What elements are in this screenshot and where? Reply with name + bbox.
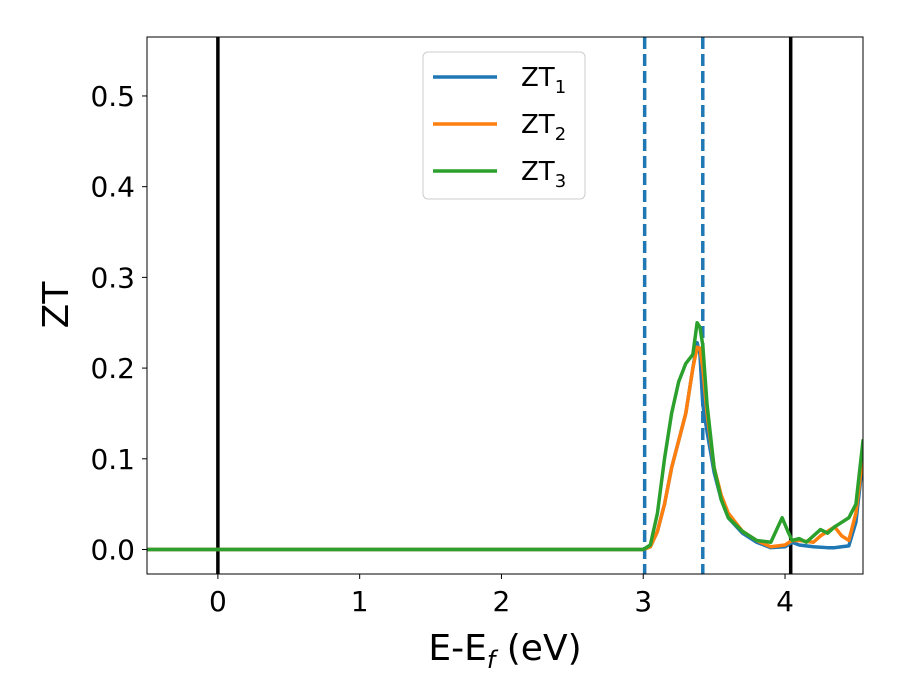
vertical-reference-lines — [216, 37, 793, 574]
series-lines — [147, 320, 863, 552]
chart-legend: ZT1 ZT2 ZT3 — [422, 51, 586, 200]
legend-frame — [422, 51, 586, 200]
legend-label-zt1: ZT1 — [521, 63, 566, 98]
y-axis-title: ZT — [36, 281, 77, 329]
y-tick-label: 0.2 — [90, 352, 135, 385]
x-tick-label: 4 — [776, 585, 794, 618]
x-tick-label: 2 — [493, 585, 511, 618]
series-line-zt3 — [147, 320, 863, 552]
plot-area-frame — [146, 36, 864, 575]
y-axis-ticks: 0.0 0.1 0.2 0.3 0.4 0.5 — [90, 80, 147, 567]
x-tick-label: 0 — [209, 585, 227, 618]
y-tick-label: 0.3 — [90, 261, 135, 294]
y-tick-label: 0.0 — [90, 534, 135, 567]
x-axis-title: E-Ef (eV) — [428, 628, 581, 674]
y-tick-label: 0.5 — [90, 80, 135, 113]
x-tick-label: 3 — [634, 585, 652, 618]
y-tick-label: 0.1 — [90, 443, 135, 476]
x-axis-ticks: 0 1 2 3 4 — [209, 574, 794, 618]
series-line-zt1 — [147, 340, 863, 552]
x-tick-label: 1 — [351, 585, 369, 618]
legend-label-zt3: ZT3 — [521, 157, 566, 192]
series-line-zt2 — [147, 345, 863, 552]
y-tick-label: 0.4 — [90, 171, 135, 204]
legend-label-zt2: ZT2 — [521, 110, 566, 145]
